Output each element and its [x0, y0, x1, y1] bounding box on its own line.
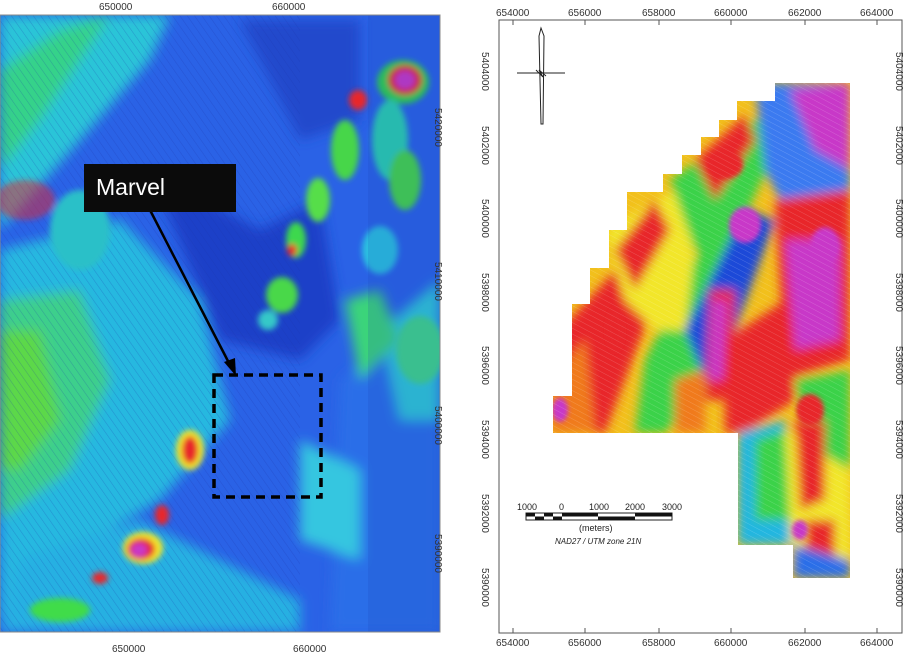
right-left-y-tick: 5394000: [478, 420, 490, 459]
right-top-x-tick: 656000: [568, 8, 602, 19]
left-bottom-tick: 660000: [293, 644, 327, 655]
scale-tick: 3000: [662, 502, 683, 512]
scale-bar: [525, 512, 673, 521]
north-arrow-icon: [517, 26, 565, 125]
right-right-y-tick: 5400000: [892, 199, 904, 238]
target-area-box: [212, 373, 323, 499]
left-right-tick: 5390000: [431, 534, 443, 573]
right-left-y-tick: 5392000: [478, 494, 490, 533]
right-top-x-tick: 662000: [788, 8, 822, 19]
right-map-frame: [498, 19, 903, 634]
right-left-y-tick: 5402000: [478, 126, 490, 165]
right-left-y-tick: 5404000: [478, 52, 490, 91]
scale-tick: 1000: [517, 502, 538, 512]
right-left-y-tick: 5400000: [478, 199, 490, 238]
right-left-y-tick: 5398000: [478, 273, 490, 312]
right-bottom-x-tick: 654000: [496, 638, 530, 649]
right-right-y-tick: 5396000: [892, 346, 904, 385]
right-bottom-x-tick: 664000: [860, 638, 894, 649]
right-top-x-tick: 654000: [496, 8, 530, 19]
right-right-y-tick: 5402000: [892, 126, 904, 165]
scale-tick: 1000: [589, 502, 610, 512]
right-left-y-tick: 5396000: [478, 346, 490, 385]
right-right-y-tick: 5394000: [892, 420, 904, 459]
right-right-y-tick: 5392000: [892, 494, 904, 533]
right-top-x-tick: 664000: [860, 8, 894, 19]
right-bottom-x-tick: 662000: [788, 638, 822, 649]
callout-arrow: [148, 209, 232, 366]
right-right-y-tick: 5398000: [892, 273, 904, 312]
right-top-x-tick: 658000: [642, 8, 676, 19]
right-right-y-tick: 5390000: [892, 568, 904, 607]
map-datum: NAD27 / UTM zone 21N: [555, 537, 642, 546]
left-right-tick: 5400000: [431, 406, 443, 445]
left-magnetic-map[interactable]: [0, 0, 445, 659]
right-right-y-tick: 5404000: [892, 52, 904, 91]
right-bottom-x-tick: 660000: [714, 638, 748, 649]
scale-unit: (meters): [579, 523, 613, 533]
left-right-tick: 5420000: [431, 108, 443, 147]
left-right-tick: 5410000: [431, 262, 443, 301]
left-top-tick: 660000: [272, 2, 306, 13]
left-map-panel: Marvel 650000 660000 650000 660000 54200…: [0, 0, 445, 659]
callout-arrowhead: [224, 358, 236, 376]
right-bottom-x-tick: 656000: [568, 638, 602, 649]
right-bottom-x-tick: 658000: [642, 638, 676, 649]
marvel-label: Marvel: [84, 164, 236, 212]
right-map-panel: 654000 656000 658000 660000 662000 66400…: [455, 0, 920, 659]
right-top-x-tick: 660000: [714, 8, 748, 19]
right-left-y-tick: 5390000: [478, 568, 490, 607]
left-top-tick: 650000: [99, 2, 133, 13]
scale-tick: 2000: [625, 502, 646, 512]
scale-tick: 0: [559, 502, 565, 512]
left-bottom-tick: 650000: [112, 644, 146, 655]
